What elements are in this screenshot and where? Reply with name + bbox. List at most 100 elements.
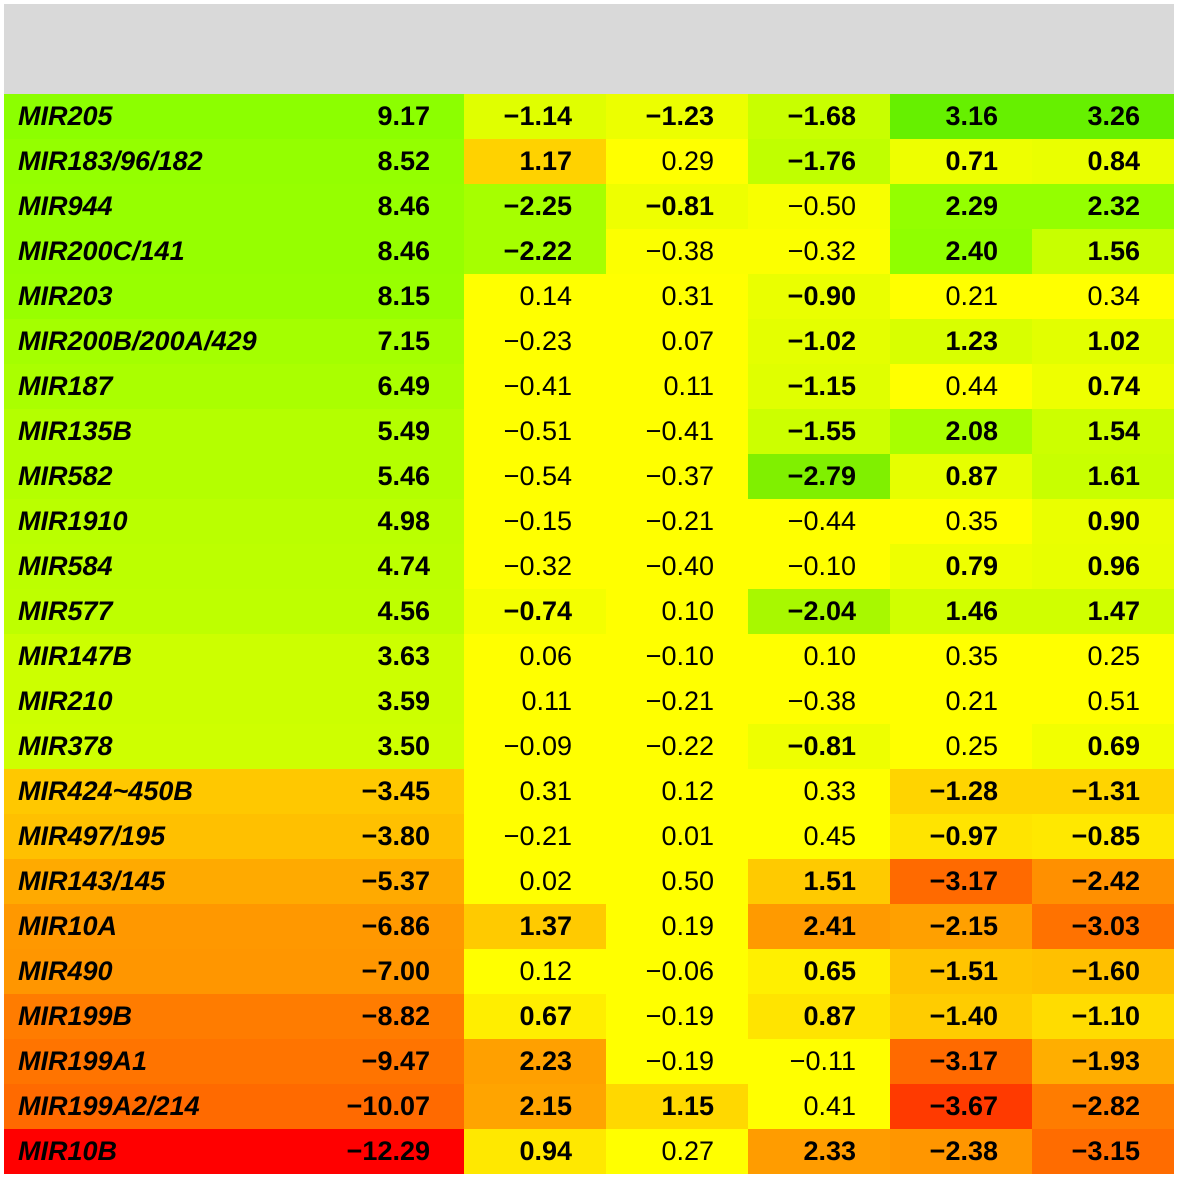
row-label: MIR490 (4, 949, 322, 994)
heatmap-cell: −0.38 (606, 229, 748, 274)
heatmap-cell: −7.00 (322, 949, 464, 994)
heatmap-cell: 0.02 (464, 859, 606, 904)
heatmap-cell: −0.81 (748, 724, 890, 769)
heatmap-cell: 0.87 (748, 994, 890, 1039)
row-label: MIR210 (4, 679, 322, 724)
heatmap-cell: −3.15 (1032, 1129, 1174, 1174)
heatmap-cell: 0.10 (748, 634, 890, 679)
row-label: MIR199A1 (4, 1039, 322, 1084)
heatmap-cell: 8.46 (322, 184, 464, 229)
heatmap-cell: −2.82 (1032, 1084, 1174, 1129)
row-label: MIR424~450B (4, 769, 322, 814)
heatmap-cell: 1.37 (464, 904, 606, 949)
heatmap-cell: −2.15 (890, 904, 1032, 949)
heatmap-cell: 0.25 (1032, 634, 1174, 679)
heatmap-cell: 0.14 (464, 274, 606, 319)
heatmap-cell: −12.29 (322, 1129, 464, 1174)
row-label: MIR183/96/182 (4, 139, 322, 184)
heatmap-cell: −1.14 (464, 94, 606, 139)
heatmap-cell: 1.61 (1032, 454, 1174, 499)
heatmap-cell: −1.60 (1032, 949, 1174, 994)
heatmap-cell: 0.35 (890, 634, 1032, 679)
heatmap-cell: −1.10 (1032, 994, 1174, 1039)
heatmap-cell: 0.19 (606, 904, 748, 949)
heatmap-cell: 0.34 (1032, 274, 1174, 319)
row-label: MIR200B/200A/429 (4, 319, 322, 364)
heatmap-cell: 2.32 (1032, 184, 1174, 229)
heatmap-cell: −5.37 (322, 859, 464, 904)
heatmap-cell: −0.41 (606, 409, 748, 454)
heatmap-cell: −8.82 (322, 994, 464, 1039)
heatmap-cell: 8.15 (322, 274, 464, 319)
heatmap-cell: 6.49 (322, 364, 464, 409)
heatmap-cell: 2.23 (464, 1039, 606, 1084)
heatmap-cell: −0.74 (464, 589, 606, 634)
heatmap-cell: 1.17 (464, 139, 606, 184)
heatmap-cell: 2.41 (748, 904, 890, 949)
heatmap-cell: 0.31 (464, 769, 606, 814)
heatmap-cell: −0.85 (1032, 814, 1174, 859)
heatmap-cell: −1.93 (1032, 1039, 1174, 1084)
row-label: MIR1910 (4, 499, 322, 544)
row-label: MIR143/145 (4, 859, 322, 904)
row-label: MIR203 (4, 274, 322, 319)
row-label: MIR135B (4, 409, 322, 454)
heatmap-cell: −0.10 (606, 634, 748, 679)
heatmap-cell: 0.31 (606, 274, 748, 319)
heatmap-cell: 3.26 (1032, 94, 1174, 139)
heatmap-cell: −1.15 (748, 364, 890, 409)
heatmap-cell: −1.51 (890, 949, 1032, 994)
heatmap-cell: 1.47 (1032, 589, 1174, 634)
heatmap-cell: −1.28 (890, 769, 1032, 814)
heatmap-cell: −0.50 (748, 184, 890, 229)
heatmap-cell: 0.12 (464, 949, 606, 994)
heatmap-cell: 1.02 (1032, 319, 1174, 364)
heatmap-cell: −0.41 (464, 364, 606, 409)
heatmap-cell: 8.46 (322, 229, 464, 274)
heatmap-cell: −1.55 (748, 409, 890, 454)
heatmap-cell: 0.67 (464, 994, 606, 1039)
heatmap-cell: 0.96 (1032, 544, 1174, 589)
row-label: MIR378 (4, 724, 322, 769)
heatmap-cell: −0.10 (748, 544, 890, 589)
heatmap-cell: −0.44 (748, 499, 890, 544)
heatmap-cell: 0.84 (1032, 139, 1174, 184)
heatmap-cell: 4.56 (322, 589, 464, 634)
row-label: MIR199B (4, 994, 322, 1039)
heatmap-cell: 0.71 (890, 139, 1032, 184)
heatmap-cell: 0.35 (890, 499, 1032, 544)
heatmap-cell: −3.17 (890, 1039, 1032, 1084)
heatmap-cell: 0.12 (606, 769, 748, 814)
heatmap-cell: 2.29 (890, 184, 1032, 229)
heatmap-cell: −0.32 (464, 544, 606, 589)
heatmap-cell: 0.50 (606, 859, 748, 904)
heatmap-cell: 2.08 (890, 409, 1032, 454)
heatmap-cell: 1.51 (748, 859, 890, 904)
heatmap-cell: 1.15 (606, 1084, 748, 1129)
heatmap-cell: −0.54 (464, 454, 606, 499)
heatmap-cell: −0.21 (606, 499, 748, 544)
heatmap-cell: −2.25 (464, 184, 606, 229)
row-label: MIR199A2/214 (4, 1084, 322, 1129)
heatmap-cell: 1.56 (1032, 229, 1174, 274)
heatmap-cell: −0.23 (464, 319, 606, 364)
heatmap-cell: −0.37 (606, 454, 748, 499)
heatmap-cell: −6.86 (322, 904, 464, 949)
heatmap-cell: −2.42 (1032, 859, 1174, 904)
heatmap-cell: −0.06 (606, 949, 748, 994)
heatmap-cell: 0.44 (890, 364, 1032, 409)
heatmap-cell: 2.15 (464, 1084, 606, 1129)
heatmap-cell: −0.09 (464, 724, 606, 769)
heatmap-cell: 0.90 (1032, 499, 1174, 544)
heatmap-cell: −1.02 (748, 319, 890, 364)
heatmap-cell: −0.38 (748, 679, 890, 724)
heatmap-cell: −0.19 (606, 994, 748, 1039)
heatmap-cell: 0.29 (606, 139, 748, 184)
heatmap-cell: −3.80 (322, 814, 464, 859)
heatmap-cell: −9.47 (322, 1039, 464, 1084)
heatmap-cell: 0.69 (1032, 724, 1174, 769)
heatmap-cell: 2.40 (890, 229, 1032, 274)
heatmap-cell: 4.74 (322, 544, 464, 589)
heatmap-cell: −3.03 (1032, 904, 1174, 949)
heatmap-cell: −1.68 (748, 94, 890, 139)
